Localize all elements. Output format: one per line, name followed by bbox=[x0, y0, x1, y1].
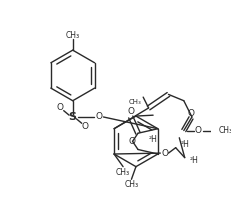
Text: O: O bbox=[128, 137, 135, 146]
Text: CH₃: CH₃ bbox=[128, 99, 141, 105]
Text: O: O bbox=[82, 121, 88, 131]
Text: O: O bbox=[127, 107, 134, 116]
Text: ²H: ²H bbox=[148, 135, 157, 144]
Text: CH₃: CH₃ bbox=[217, 126, 231, 135]
Text: O: O bbox=[161, 149, 168, 158]
Text: O: O bbox=[194, 126, 201, 135]
Text: O: O bbox=[187, 109, 194, 118]
Text: CH₃: CH₃ bbox=[124, 180, 138, 189]
Text: O: O bbox=[95, 112, 102, 121]
Text: O: O bbox=[56, 103, 63, 112]
Text: S: S bbox=[68, 112, 76, 122]
Text: ²H: ²H bbox=[179, 140, 188, 149]
Text: CH₃: CH₃ bbox=[116, 167, 130, 177]
Text: CH₃: CH₃ bbox=[65, 31, 79, 40]
Text: ²H: ²H bbox=[188, 156, 197, 165]
